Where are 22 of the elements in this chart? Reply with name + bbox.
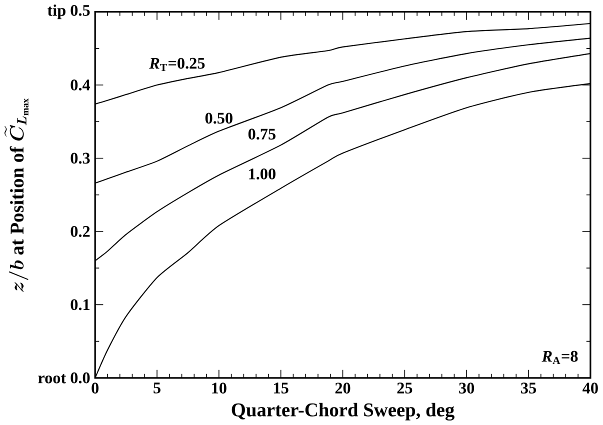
y-tick-label: 0.3 — [70, 152, 90, 164]
y-tick-label: 0.2 — [70, 226, 90, 237]
series-label: R$_{T}$=0.25 — [149, 58, 205, 71]
series-label: 0.50 — [205, 112, 232, 124]
x-tick-label: 40 — [582, 382, 598, 394]
series-label: 0.75 — [248, 128, 276, 140]
annotation: R$_{A}$=8 — [542, 350, 578, 364]
x-tick-label: 5 — [154, 382, 160, 394]
x-tick-label: 15 — [274, 382, 288, 394]
x-tick-label: 30 — [459, 382, 474, 394]
y-tick-label: 0.4 — [70, 80, 90, 91]
y-tick-label: root 0.0 — [38, 372, 90, 384]
y-tick-label: 0.1 — [70, 299, 90, 310]
x-tick-label: 0 — [92, 382, 99, 394]
x-axis-title: Quarter-Chord Sweep, deg — [232, 402, 454, 421]
x-tick-label: 20 — [335, 382, 350, 394]
x-tick-label: 25 — [397, 382, 412, 394]
x-tick-label: 10 — [212, 382, 226, 394]
series-label: 1.00 — [249, 168, 276, 180]
x-tick-label: 35 — [521, 382, 536, 394]
y-tick-label: tip 0.5 — [48, 4, 90, 20]
y-axis-title: $\boldsymbol{z/b}\mbox{ at Position of }\boldsymbol{\widetilde{C}_{L_{\max}}}$ — [4, 98, 28, 292]
